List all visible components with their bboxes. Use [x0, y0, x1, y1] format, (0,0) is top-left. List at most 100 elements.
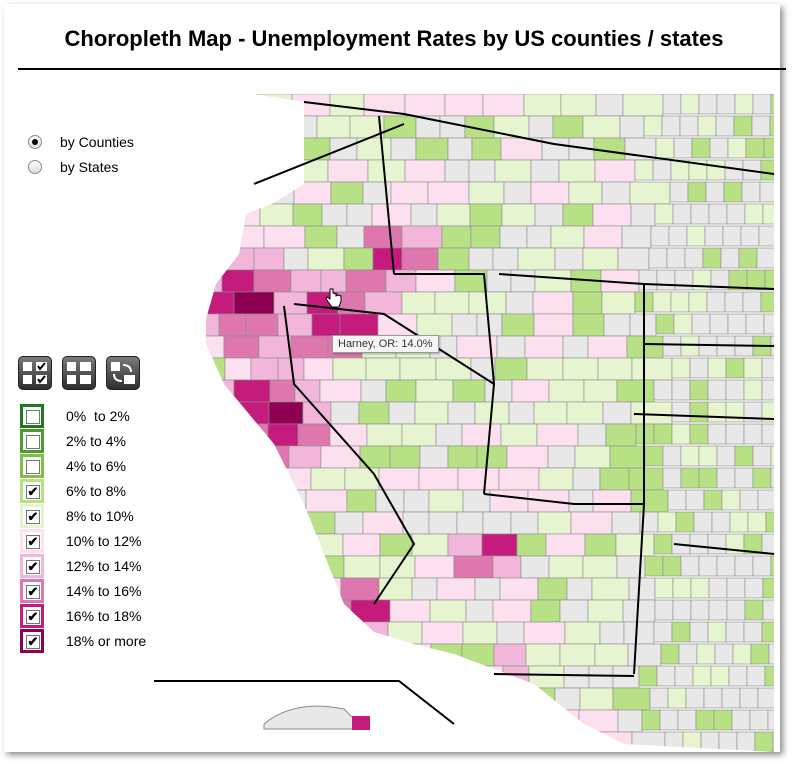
county-region[interactable] [687, 181, 707, 203]
county-region[interactable] [494, 357, 528, 381]
county-region[interactable] [739, 687, 759, 709]
county-region[interactable] [743, 357, 763, 379]
radio-by-counties[interactable] [28, 135, 42, 149]
county-region[interactable] [530, 181, 570, 205]
county-region[interactable] [435, 357, 472, 381]
county-region[interactable] [430, 643, 463, 667]
county-region[interactable] [653, 621, 673, 643]
county-region[interactable] [741, 181, 761, 203]
county-region[interactable] [706, 159, 726, 181]
county-region[interactable] [705, 181, 725, 203]
county-region[interactable] [591, 577, 630, 601]
county-region[interactable] [523, 621, 566, 645]
county-region[interactable] [304, 225, 338, 249]
county-region[interactable] [383, 115, 417, 139]
county-region[interactable] [662, 555, 682, 577]
county-region[interactable] [671, 621, 691, 643]
county-region[interactable] [437, 247, 470, 271]
county-region[interactable] [303, 357, 334, 381]
county-region[interactable] [311, 313, 341, 337]
county-region[interactable] [674, 269, 694, 291]
county-region[interactable] [358, 621, 389, 645]
county-region[interactable] [332, 357, 367, 381]
county-region[interactable] [194, 159, 235, 183]
county-region[interactable] [221, 269, 255, 293]
county-region[interactable] [364, 291, 403, 315]
county-region[interactable] [761, 357, 774, 379]
county-region[interactable] [225, 225, 265, 249]
county-region[interactable] [751, 115, 771, 137]
county-region[interactable] [708, 577, 728, 599]
county-region[interactable] [415, 379, 454, 403]
county-region[interactable] [320, 445, 361, 469]
county-region[interactable] [708, 203, 728, 225]
county-region[interactable] [263, 555, 289, 579]
county-region[interactable] [489, 489, 529, 513]
county-region[interactable] [290, 269, 322, 293]
county-region[interactable] [447, 445, 478, 469]
county-region[interactable] [395, 665, 436, 689]
county-region[interactable] [702, 247, 722, 269]
county-region[interactable] [194, 577, 234, 601]
county-region[interactable] [294, 159, 329, 183]
county-region[interactable] [288, 115, 318, 139]
county-region[interactable] [399, 709, 437, 733]
county-region[interactable] [572, 467, 601, 491]
county-region[interactable] [453, 555, 494, 579]
county-region[interactable] [297, 731, 327, 752]
county-region[interactable] [652, 291, 672, 313]
legend-checkbox[interactable] [26, 435, 40, 449]
county-region[interactable] [229, 401, 270, 425]
county-region[interactable] [684, 247, 704, 269]
county-region[interactable] [659, 709, 679, 731]
county-region[interactable] [537, 577, 568, 601]
legend-item[interactable]: ✔ 8% to 10% [20, 504, 134, 528]
county-region[interactable] [293, 181, 332, 205]
county-region[interactable] [510, 269, 536, 293]
county-region[interactable] [631, 731, 666, 752]
county-region[interactable] [492, 247, 519, 271]
legend-item[interactable]: ✔ 12% to 14% [20, 554, 142, 578]
legend-checkbox[interactable]: ✔ [26, 609, 40, 624]
legend-checkbox[interactable] [26, 460, 40, 474]
county-region[interactable] [689, 357, 709, 379]
county-region[interactable] [501, 203, 536, 227]
county-region[interactable] [508, 709, 543, 733]
county-region[interactable] [563, 665, 590, 689]
county-region[interactable] [707, 533, 727, 555]
county-region[interactable] [401, 247, 439, 271]
county-region[interactable] [294, 643, 329, 667]
county-region[interactable] [232, 577, 267, 601]
county-region[interactable] [310, 467, 346, 491]
county-region[interactable] [481, 533, 518, 557]
county-region[interactable] [259, 203, 294, 227]
county-region[interactable] [746, 665, 766, 687]
county-region[interactable] [334, 511, 364, 535]
county-region[interactable] [233, 181, 271, 205]
county-region[interactable] [256, 599, 293, 623]
county-region[interactable] [662, 445, 682, 467]
county-region[interactable] [194, 269, 223, 293]
county-region[interactable] [716, 467, 736, 489]
county-region[interactable] [269, 181, 295, 205]
county-region[interactable] [762, 599, 774, 621]
county-region[interactable] [710, 665, 730, 687]
county-region[interactable] [707, 401, 727, 423]
county-region[interactable] [691, 137, 711, 159]
county-region[interactable] [233, 291, 275, 315]
county-region[interactable] [671, 423, 691, 445]
county-region[interactable] [609, 445, 646, 469]
county-region[interactable] [517, 247, 556, 271]
county-region[interactable] [271, 467, 312, 491]
county-region[interactable] [617, 709, 643, 733]
county-region[interactable] [673, 137, 693, 159]
county-region[interactable] [436, 203, 471, 227]
county-region[interactable] [218, 94, 258, 117]
invert-selection-button[interactable] [106, 356, 140, 390]
county-region[interactable] [760, 159, 774, 181]
county-region[interactable] [638, 269, 658, 291]
county-region[interactable] [698, 94, 718, 115]
county-region[interactable] [532, 291, 574, 315]
county-region[interactable] [662, 467, 682, 489]
county-region[interactable] [631, 357, 673, 381]
